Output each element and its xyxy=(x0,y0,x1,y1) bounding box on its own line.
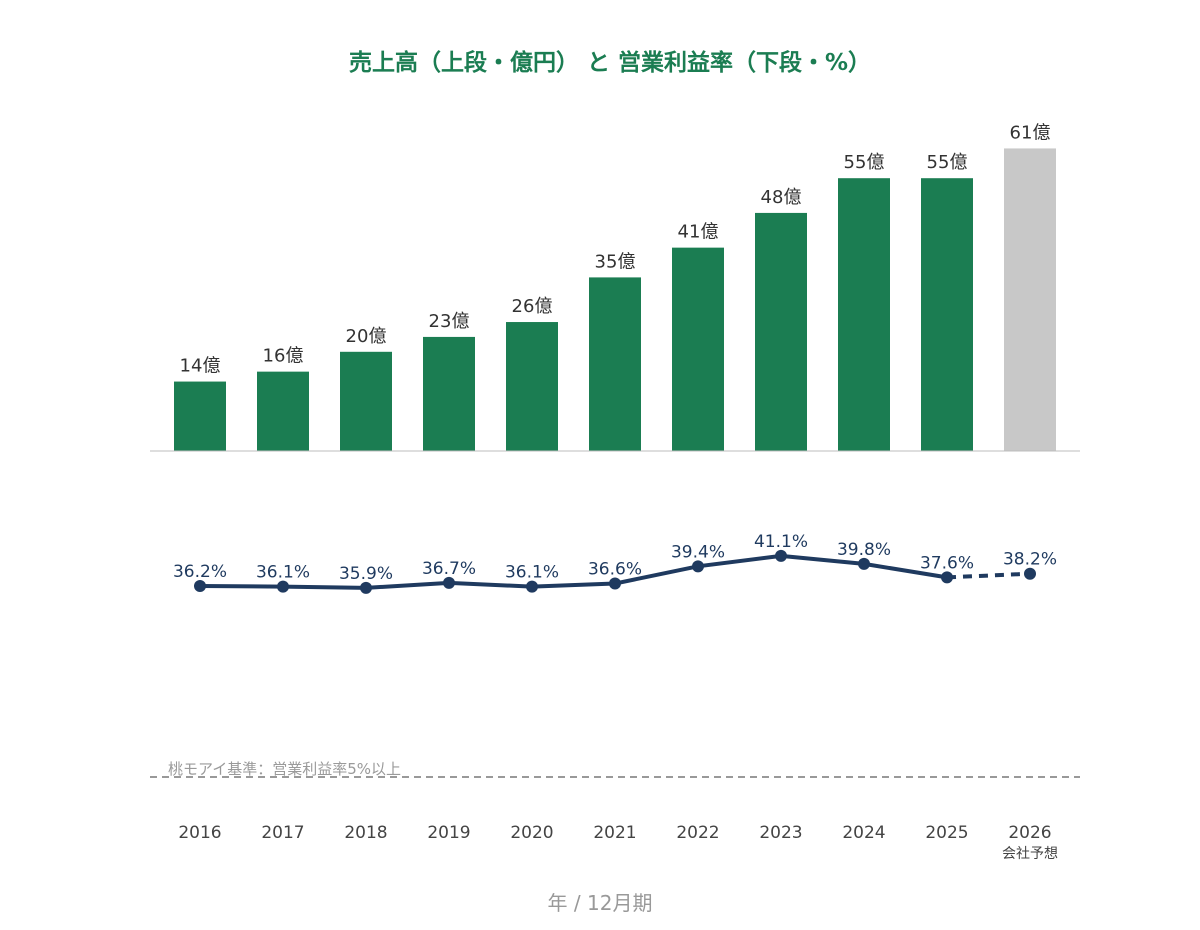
margin-label-2019: 36.7% xyxy=(422,559,476,579)
margin-line-forecast xyxy=(946,571,1031,580)
bar-2017 xyxy=(257,371,309,451)
margin-point-2018 xyxy=(360,581,372,594)
revenue-bars: 14億 16億 20億 23億 26億 35億 41億 48億 55億 55億 61億 xyxy=(174,122,1056,451)
bar-2019 xyxy=(423,336,475,451)
x-tick-2018: 2018 xyxy=(344,823,387,843)
margin-label-2020: 36.1% xyxy=(505,563,559,583)
bar-label-2024: 55億 xyxy=(844,152,885,173)
bar-label-2026: 61億 xyxy=(1010,122,1051,143)
margin-point-2016 xyxy=(194,580,206,592)
margin-point-2024 xyxy=(858,557,870,570)
margin-point-2022 xyxy=(692,560,704,573)
margin-point-2020 xyxy=(526,580,538,593)
bar-label-2020: 26億 xyxy=(512,296,553,317)
bar-label-2021: 35億 xyxy=(595,251,636,272)
bar-2026 xyxy=(1004,148,1056,451)
margin-label-2017: 36.1% xyxy=(256,563,310,583)
bar-label-2025: 55億 xyxy=(927,152,968,173)
bar-2021 xyxy=(589,277,641,451)
chart-title: 売上高（上段・億円） と 営業利益率（下段・%） xyxy=(349,49,871,76)
margin-point-2025 xyxy=(941,571,953,584)
x-axis: 2016 2017 2018 2019 2020 2021 2022 2023 2024 2025… xyxy=(178,823,1058,862)
margin-point-2026 xyxy=(1024,567,1036,580)
x-tick-2022: 2022 xyxy=(676,823,719,843)
bar-2025 xyxy=(921,178,973,451)
margin-label-2018: 35.9% xyxy=(339,564,393,584)
reference-line-group: 桃モアイ基準：営業利益率5%以上 xyxy=(150,760,1080,778)
x-tick-2021: 2021 xyxy=(593,823,636,843)
margin-label-2021: 36.6% xyxy=(588,560,642,580)
bar-label-2023: 48億 xyxy=(761,187,802,208)
x-tick-2016: 2016 xyxy=(178,823,221,843)
margin-label-2023: 41.1% xyxy=(754,532,808,552)
bar-2024 xyxy=(838,178,890,451)
x-tick-2017: 2017 xyxy=(261,823,304,843)
x-tick-2020: 2020 xyxy=(510,823,553,843)
x-tick-sublabel-2026: 会社予想 xyxy=(1002,846,1058,862)
margin-label-2025: 37.6% xyxy=(920,553,974,573)
margin-label-2024: 39.8% xyxy=(837,540,891,560)
bar-label-2022: 41億 xyxy=(678,222,719,243)
x-tick-2026: 2026 xyxy=(1008,823,1051,843)
bar-2023 xyxy=(755,212,807,451)
margin-line xyxy=(198,553,949,590)
margin-point-2017 xyxy=(277,580,289,593)
margin-point-2019 xyxy=(443,576,455,589)
bar-2020 xyxy=(506,322,558,451)
margin-label-2016: 36.2% xyxy=(173,562,227,582)
margin-label-2022: 39.4% xyxy=(671,542,725,562)
x-tick-2024: 2024 xyxy=(842,823,885,843)
x-tick-2025: 2025 xyxy=(925,823,968,843)
bar-label-2016: 14億 xyxy=(180,356,221,377)
x-tick-2019: 2019 xyxy=(427,823,470,843)
bar-label-2019: 23億 xyxy=(429,311,470,332)
x-axis-title: 年 / 12月期 xyxy=(548,891,653,915)
margin-label-2026: 38.2% xyxy=(1003,550,1057,570)
margin-point-2023 xyxy=(775,549,787,562)
margin-line-series: 36.2% 36.1% 35.9% 36.7% 36.1% 36.6% 39.4% 41.1%… xyxy=(173,532,1057,594)
x-tick-2023: 2023 xyxy=(759,823,802,843)
margin-point-2021 xyxy=(609,577,621,590)
bar-2018 xyxy=(340,351,392,451)
reference-line-label: 桃モアイ基準：営業利益率5%以上 xyxy=(168,760,401,778)
bar-label-2017: 16億 xyxy=(263,346,304,367)
bar-label-2018: 20億 xyxy=(346,326,387,347)
bar-2022 xyxy=(672,247,724,451)
bar-2016 xyxy=(174,381,226,451)
